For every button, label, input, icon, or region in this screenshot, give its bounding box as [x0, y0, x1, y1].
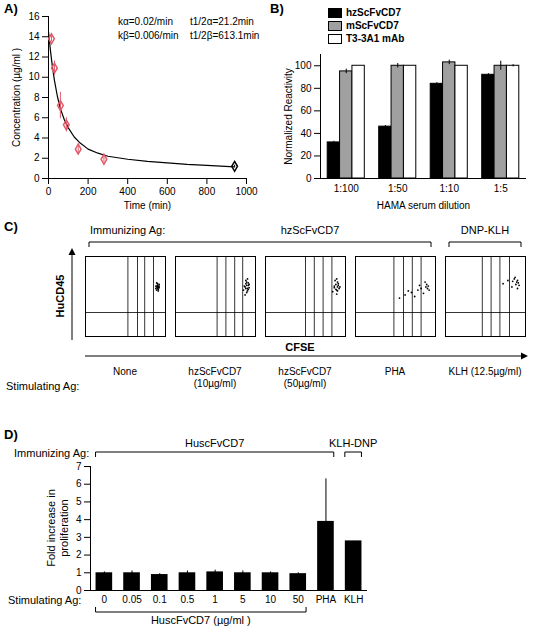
svg-text:4: 4 [34, 132, 40, 143]
html-text:hzScFvCD7 (10µg/ml): hzScFvCD7 (10µg/ml) [188, 366, 242, 389]
html-text:T3-3A1 mAb: T3-3A1 mAb [346, 32, 405, 44]
html-text:CFSE: CFSE [285, 341, 315, 353]
svg-text:100: 100 [295, 60, 312, 71]
svg-text:1000: 1000 [235, 186, 258, 197]
svg-text:50: 50 [293, 594, 305, 605]
svg-text:600: 600 [159, 186, 176, 197]
html-text:t1/2β=613.1min: t1/2β=613.1min [190, 30, 260, 41]
html-text:t1/2α=21.2min: t1/2α=21.2min [190, 16, 254, 27]
svg-text:1: 1 [76, 567, 82, 578]
svg-text:7: 7 [76, 461, 82, 472]
html-text:hzScFvCD7: hzScFvCD7 [280, 224, 340, 236]
html-text:mScFvCD7: mScFvCD7 [346, 19, 399, 31]
html-text:Immunizing Ag:: Immunizing Ag: [14, 447, 90, 459]
svg-text:0.05: 0.05 [122, 594, 142, 605]
html-text:kβ=0.006/min: kβ=0.006/min [118, 30, 179, 41]
svg-text:10: 10 [265, 594, 277, 605]
svg-text:0: 0 [75, 584, 82, 596]
svg-text:0: 0 [34, 173, 40, 184]
svg-text:4: 4 [76, 514, 82, 525]
html-text:KLH-DNP: KLH-DNP [329, 437, 378, 449]
svg-text:1:10: 1:10 [440, 183, 460, 194]
svg-text:1:50: 1:50 [388, 183, 408, 194]
svg-text:5: 5 [240, 594, 246, 605]
svg-text:0: 0 [102, 594, 108, 605]
svg-text:Normalized Reactivity: Normalized Reactivity [283, 68, 294, 165]
svg-text:6: 6 [34, 112, 40, 123]
html-text:C): C) [4, 219, 18, 234]
svg-text:10: 10 [28, 71, 40, 82]
svg-text:2: 2 [76, 549, 82, 560]
svg-text:80: 80 [300, 83, 312, 94]
svg-text:0.1: 0.1 [153, 594, 167, 605]
html-text:KLH (12.5µg/ml): KLH (12.5µg/ml) [448, 366, 522, 377]
html-text:DNP-KLH: DNP-KLH [460, 224, 510, 236]
html-text:hzScFvCD7: hzScFvCD7 [346, 6, 401, 18]
svg-text:40: 40 [300, 128, 312, 139]
html-text:D): D) [4, 427, 18, 442]
html-text:HuCD45: HuCD45 [53, 274, 66, 318]
svg-text:6: 6 [76, 478, 82, 489]
svg-text:3: 3 [76, 532, 82, 543]
html-text:hzScFvCD7 (50µg/ml): hzScFvCD7 (50µg/ml) [278, 366, 332, 389]
html-text:PHA: PHA [384, 366, 406, 377]
svg-text:800: 800 [199, 186, 216, 197]
svg-text:200: 200 [80, 186, 97, 197]
svg-text:20: 20 [300, 150, 312, 161]
html-text:HuscFvCD7: HuscFvCD7 [185, 437, 245, 449]
svg-text:5: 5 [76, 496, 82, 507]
svg-text:12: 12 [28, 51, 40, 62]
svg-text:60: 60 [300, 105, 312, 116]
svg-text:HAMA serum dilution: HAMA serum dilution [377, 200, 470, 211]
svg-text:2: 2 [34, 152, 40, 163]
svg-text:Concentration (µg/ml ): Concentration (µg/ml ) [11, 48, 22, 147]
html-text:Fold increase in proliferation: Fold increase in proliferation [45, 489, 70, 567]
html-text:None: None [113, 366, 137, 377]
html-text:kα=0.02/min: kα=0.02/min [118, 16, 173, 27]
html-text:HuscFvCD7 (µg/ml ): HuscFvCD7 (µg/ml ) [150, 614, 251, 626]
html-text:Immunizing Ag:: Immunizing Ag: [90, 224, 166, 236]
svg-text:Time (min): Time (min) [124, 200, 171, 211]
html-text:Stimulating Ag:: Stimulating Ag: [8, 594, 82, 606]
svg-text:KLH: KLH [344, 594, 363, 605]
svg-text:PHA: PHA [316, 594, 337, 605]
svg-text:1:5: 1:5 [494, 183, 508, 194]
svg-text:1: 1 [212, 594, 218, 605]
svg-text:0: 0 [306, 173, 312, 184]
svg-text:14: 14 [28, 31, 40, 42]
svg-text:16: 16 [28, 11, 40, 22]
svg-text:8: 8 [34, 92, 40, 103]
svg-text:0.5: 0.5 [180, 594, 194, 605]
html-text:A): A) [4, 1, 18, 16]
html-text:Stimulating Ag:: Stimulating Ag: [6, 380, 80, 392]
html-text:B): B) [270, 1, 284, 16]
svg-text:400: 400 [119, 186, 136, 197]
svg-text:1:100: 1:100 [334, 183, 359, 194]
svg-text:0: 0 [46, 186, 52, 197]
